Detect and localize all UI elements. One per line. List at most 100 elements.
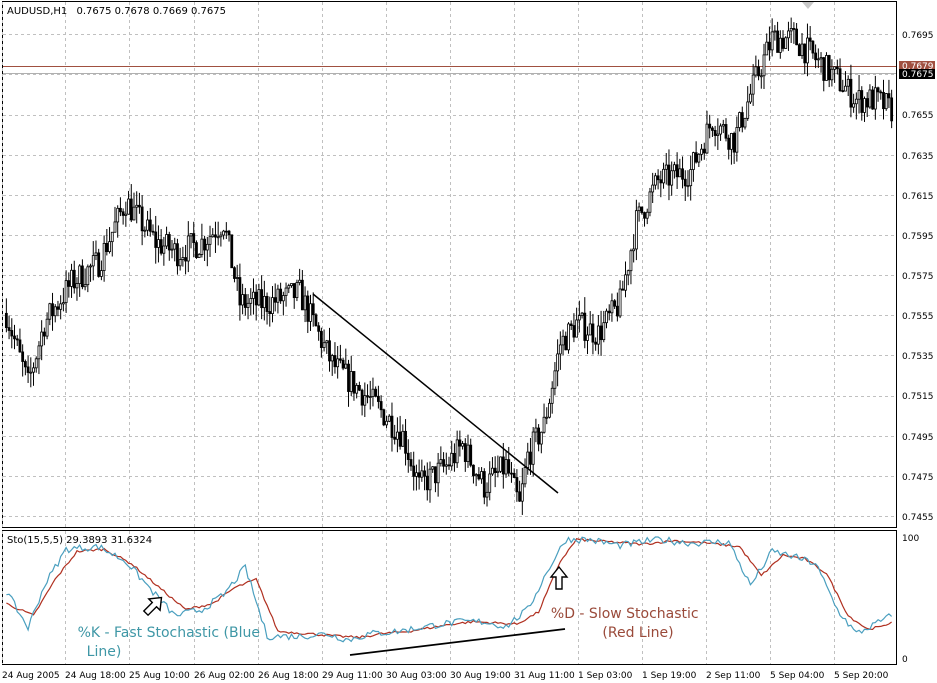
- candle-body: [322, 342, 326, 348]
- candle-body: [868, 89, 872, 108]
- candle-body: [352, 371, 356, 394]
- candle-body: [833, 66, 837, 70]
- candle-body: [580, 312, 584, 316]
- price-tick-label: 0.7535: [902, 352, 934, 362]
- candle-body: [645, 211, 649, 219]
- candle-body: [192, 233, 196, 244]
- candle-body: [740, 112, 744, 128]
- price-pane[interactable]: [2, 1, 897, 528]
- candle-body: [287, 285, 291, 289]
- candle-body: [257, 289, 261, 306]
- candle-body: [406, 452, 410, 460]
- candle-body: [629, 250, 633, 272]
- candle-body: [735, 127, 739, 153]
- time-tick-label: 30 Aug 03:00: [386, 671, 447, 681]
- candle-body: [124, 213, 128, 216]
- candle-body: [203, 238, 206, 251]
- candle-body: [387, 415, 391, 422]
- candle-body: [252, 291, 255, 299]
- candle-body: [7, 327, 11, 331]
- stochastic-trendline[interactable]: [349, 628, 566, 656]
- candle-body: [205, 243, 209, 251]
- candle-body: [474, 474, 478, 477]
- fast-label-line-2: Line): [87, 644, 122, 660]
- candle-body: [184, 257, 187, 262]
- candle-body: [768, 41, 771, 51]
- candle-body: [235, 277, 239, 279]
- candle-body: [113, 221, 117, 233]
- candle-body: [835, 66, 839, 70]
- candle-body: [40, 331, 44, 347]
- candle-body: [89, 265, 92, 268]
- shift-marker-icon[interactable]: [802, 2, 814, 9]
- candle-body: [572, 325, 576, 338]
- candle-body: [705, 123, 709, 154]
- time-tick-label: 1 Sep 19:00: [642, 671, 697, 681]
- candle-body: [501, 456, 505, 475]
- candle-body: [319, 330, 323, 348]
- candle-body: [401, 430, 405, 447]
- candle-body: [811, 40, 815, 54]
- ask-price-text: 0.7679: [902, 62, 934, 72]
- time-tick-label: 24 Aug 18:00: [65, 671, 126, 681]
- candle-body: [273, 297, 277, 303]
- candle-body: [602, 322, 606, 341]
- candle-body: [531, 431, 535, 465]
- resistance-trendline[interactable]: [312, 293, 559, 494]
- candle-body: [537, 427, 541, 445]
- candle-body: [469, 444, 473, 466]
- candle-body: [428, 468, 432, 491]
- candle-body: [871, 89, 875, 110]
- candle-body: [694, 152, 698, 163]
- candle-body: [662, 168, 665, 184]
- price-tick-label: 0.7575: [902, 272, 934, 282]
- candle-body: [534, 427, 538, 433]
- candle-body: [4, 312, 8, 328]
- candle-body: [873, 87, 877, 110]
- ohlc-values: 0.7675 0.7678 0.7669 0.7675: [76, 6, 226, 17]
- candle-body: [363, 395, 367, 406]
- candle-body: [477, 474, 481, 480]
- candle-body: [754, 66, 758, 76]
- price-tick-label: 0.7555: [902, 312, 934, 322]
- candle-body: [708, 123, 712, 129]
- candle-body: [64, 280, 68, 304]
- stochastic-pane[interactable]: [2, 530, 897, 665]
- candle-body: [284, 287, 288, 296]
- candle-body: [743, 117, 747, 128]
- candle-body: [219, 234, 223, 238]
- current-price-badge: [899, 69, 935, 79]
- candle-body: [846, 78, 850, 87]
- candle-body: [526, 451, 530, 469]
- candle-body: [615, 305, 619, 317]
- candle-body: [59, 303, 63, 310]
- candle-body: [648, 191, 652, 213]
- candle-body: [599, 325, 603, 341]
- candle-body: [472, 464, 475, 477]
- candle-body: [420, 470, 424, 478]
- candle-body: [412, 465, 416, 477]
- candle-body: [852, 103, 856, 108]
- candle-body: [338, 358, 342, 361]
- candle-body: [672, 164, 676, 172]
- candle-body: [197, 254, 201, 258]
- time-tick-label: 31 Aug 11:00: [514, 671, 575, 681]
- candle-body: [624, 274, 627, 291]
- candle-body: [583, 312, 587, 341]
- candle-body: [129, 198, 133, 221]
- candle-body: [56, 306, 60, 310]
- candle-body: [249, 298, 253, 304]
- candle-body: [181, 257, 185, 261]
- candle-body: [447, 464, 451, 467]
- candle-body: [140, 206, 144, 232]
- candle-body: [803, 43, 807, 64]
- candle-body: [700, 148, 703, 155]
- candle-body: [262, 295, 266, 309]
- candle-body: [594, 341, 598, 345]
- candle-body: [539, 431, 543, 445]
- candle-body: [70, 269, 73, 287]
- candle-body: [458, 439, 462, 447]
- candle-body: [13, 335, 16, 340]
- candle-body: [713, 130, 717, 136]
